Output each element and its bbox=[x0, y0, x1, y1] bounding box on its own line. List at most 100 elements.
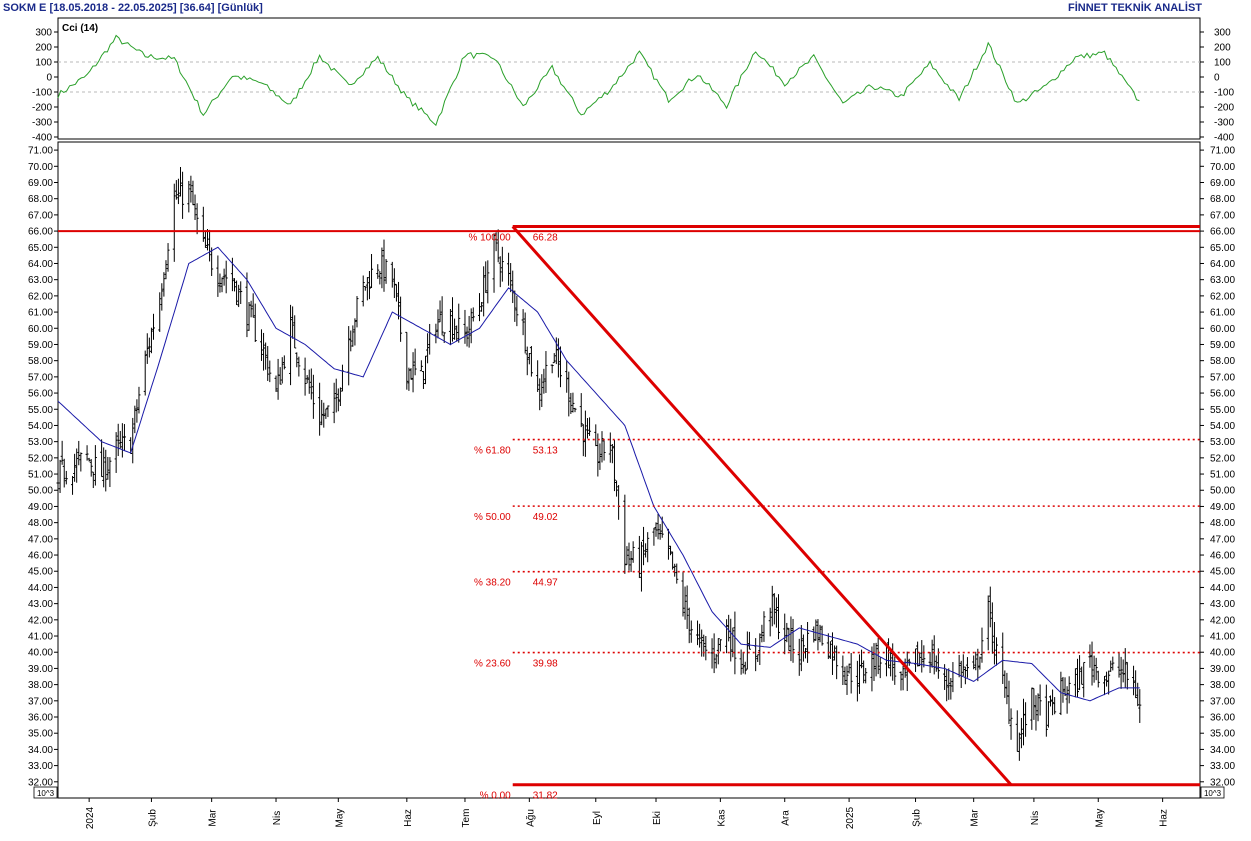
ohlc-bar bbox=[245, 272, 249, 338]
scale-label-left-text: 10^3 bbox=[37, 789, 55, 798]
price-tick-label: 44.00 bbox=[1210, 583, 1235, 594]
chart-annotations: % 100.00 66.28 % 61.80 53.13 % 50.00 49.02 % 3… bbox=[58, 225, 1200, 802]
ohlc-bar bbox=[100, 439, 104, 478]
ohlc-bar bbox=[367, 271, 371, 300]
price-tick-label: 40.00 bbox=[28, 648, 53, 659]
ohlc-bar bbox=[91, 471, 95, 489]
price-tick-label: 52.00 bbox=[1210, 453, 1235, 464]
cci-tick-label: -200 bbox=[32, 103, 52, 114]
price-tick-label: 48.00 bbox=[28, 518, 53, 529]
price-tick-label: 47.00 bbox=[1210, 534, 1235, 545]
x-tick-label: Nis bbox=[1030, 811, 1041, 825]
price-tick-label: 64.00 bbox=[28, 259, 53, 270]
ohlc-bar bbox=[770, 585, 774, 627]
ohlc-bar bbox=[293, 315, 297, 349]
price-tick-label: 54.00 bbox=[1210, 421, 1235, 432]
ohlc-bar bbox=[411, 352, 415, 393]
ohlc-bar bbox=[675, 563, 679, 584]
ohlc-bar bbox=[324, 408, 328, 419]
ohlc-bar bbox=[160, 283, 164, 311]
ohlc-bar bbox=[378, 271, 382, 285]
ohlc-bar bbox=[195, 203, 199, 235]
ohlc-bar bbox=[980, 627, 984, 663]
price-tick-label: 49.00 bbox=[28, 502, 53, 513]
price-tick-label: 42.00 bbox=[28, 615, 53, 626]
ohlc-bar bbox=[992, 621, 996, 665]
ohlc-bar bbox=[961, 654, 965, 676]
ohlc-bar bbox=[1049, 695, 1053, 707]
ohlc-bar bbox=[922, 645, 926, 668]
ohlc-bar bbox=[527, 352, 531, 365]
ohlc-bar bbox=[874, 642, 878, 677]
ohlc-bar bbox=[89, 459, 93, 477]
ohlc-bar bbox=[1075, 658, 1079, 698]
ohlc-bar bbox=[1067, 676, 1071, 704]
ohlc-bar bbox=[612, 439, 616, 492]
ohlc-bar bbox=[471, 307, 475, 322]
ohlc-bar bbox=[936, 648, 940, 679]
cci-tick-label: -300 bbox=[1214, 118, 1234, 129]
ohlc-bar bbox=[291, 306, 295, 339]
ohlc-bar bbox=[1019, 717, 1023, 749]
ohlc-bar bbox=[176, 178, 180, 205]
price-tick-label: 58.00 bbox=[1210, 356, 1235, 367]
ohlc-bar bbox=[1053, 697, 1057, 715]
ohlc-bar bbox=[421, 371, 425, 389]
ohlc-bar bbox=[639, 541, 643, 592]
price-tick-label: 56.00 bbox=[28, 389, 53, 400]
scale-label-right-text: 10^3 bbox=[1204, 789, 1222, 798]
price-tick-label: 59.00 bbox=[28, 340, 53, 351]
ohlc-bar bbox=[658, 524, 662, 540]
x-tick-label: Eki bbox=[652, 811, 663, 825]
ohlc-bar bbox=[326, 405, 330, 418]
ohlc-bar bbox=[745, 631, 749, 670]
ohlc-bar bbox=[332, 382, 336, 424]
ohlc-bar bbox=[700, 629, 704, 657]
ohlc-bar bbox=[268, 360, 272, 383]
ohlc-bar bbox=[976, 648, 980, 682]
price-tick-label: 38.00 bbox=[1210, 680, 1235, 691]
ohlc-bar bbox=[320, 399, 324, 426]
ohlc-bar bbox=[588, 417, 592, 436]
ohlc-bar bbox=[135, 399, 139, 423]
price-tick-label: 65.00 bbox=[28, 243, 53, 254]
ohlc-bar bbox=[60, 440, 64, 465]
ohlc-bar bbox=[797, 638, 801, 676]
cci-tick-label: 200 bbox=[35, 43, 52, 54]
ohlc-bar bbox=[986, 595, 990, 651]
ohlc-bar bbox=[280, 357, 284, 384]
ohlc-bar bbox=[1032, 688, 1036, 720]
price-tick-label: 53.00 bbox=[1210, 437, 1235, 448]
price-tick-label: 69.00 bbox=[28, 178, 53, 189]
ohlc-bar bbox=[843, 666, 847, 685]
ohlc-bar bbox=[610, 443, 614, 464]
ohlc-bar bbox=[145, 333, 149, 364]
ohlc-bar bbox=[849, 652, 853, 694]
price-tick-label: 60.00 bbox=[1210, 324, 1235, 335]
ohlc-bar bbox=[550, 364, 554, 374]
cci-tick-label: -400 bbox=[32, 133, 52, 144]
fibonacci-percent-label: % 61.80 bbox=[474, 446, 511, 457]
ohlc-bar bbox=[73, 453, 77, 482]
price-tick-label: 35.00 bbox=[1210, 729, 1235, 740]
cci-panel-frame bbox=[57, 17, 1201, 140]
ohlc-bar bbox=[747, 631, 751, 650]
ohlc-bar bbox=[552, 353, 556, 364]
ohlc-bar bbox=[963, 666, 967, 685]
ohlc-bar bbox=[1080, 666, 1084, 685]
price-tick-label: 34.00 bbox=[1210, 745, 1235, 756]
ohlc-bar bbox=[106, 456, 110, 480]
ohlc-bar bbox=[463, 309, 467, 344]
ohlc-bar bbox=[538, 378, 542, 411]
price-bars bbox=[56, 166, 1142, 761]
ohlc-bar bbox=[162, 272, 166, 297]
x-tick-label: Nis bbox=[272, 811, 283, 825]
ohlc-bar bbox=[536, 360, 540, 392]
ohlc-bar bbox=[309, 368, 313, 400]
ohlc-bar bbox=[382, 239, 386, 292]
ohlc-bar bbox=[1136, 682, 1140, 707]
ohlc-bar bbox=[988, 586, 992, 628]
ohlc-bar bbox=[1111, 656, 1115, 671]
price-tick-label: 50.00 bbox=[1210, 486, 1235, 497]
ohlc-bar bbox=[698, 623, 702, 648]
